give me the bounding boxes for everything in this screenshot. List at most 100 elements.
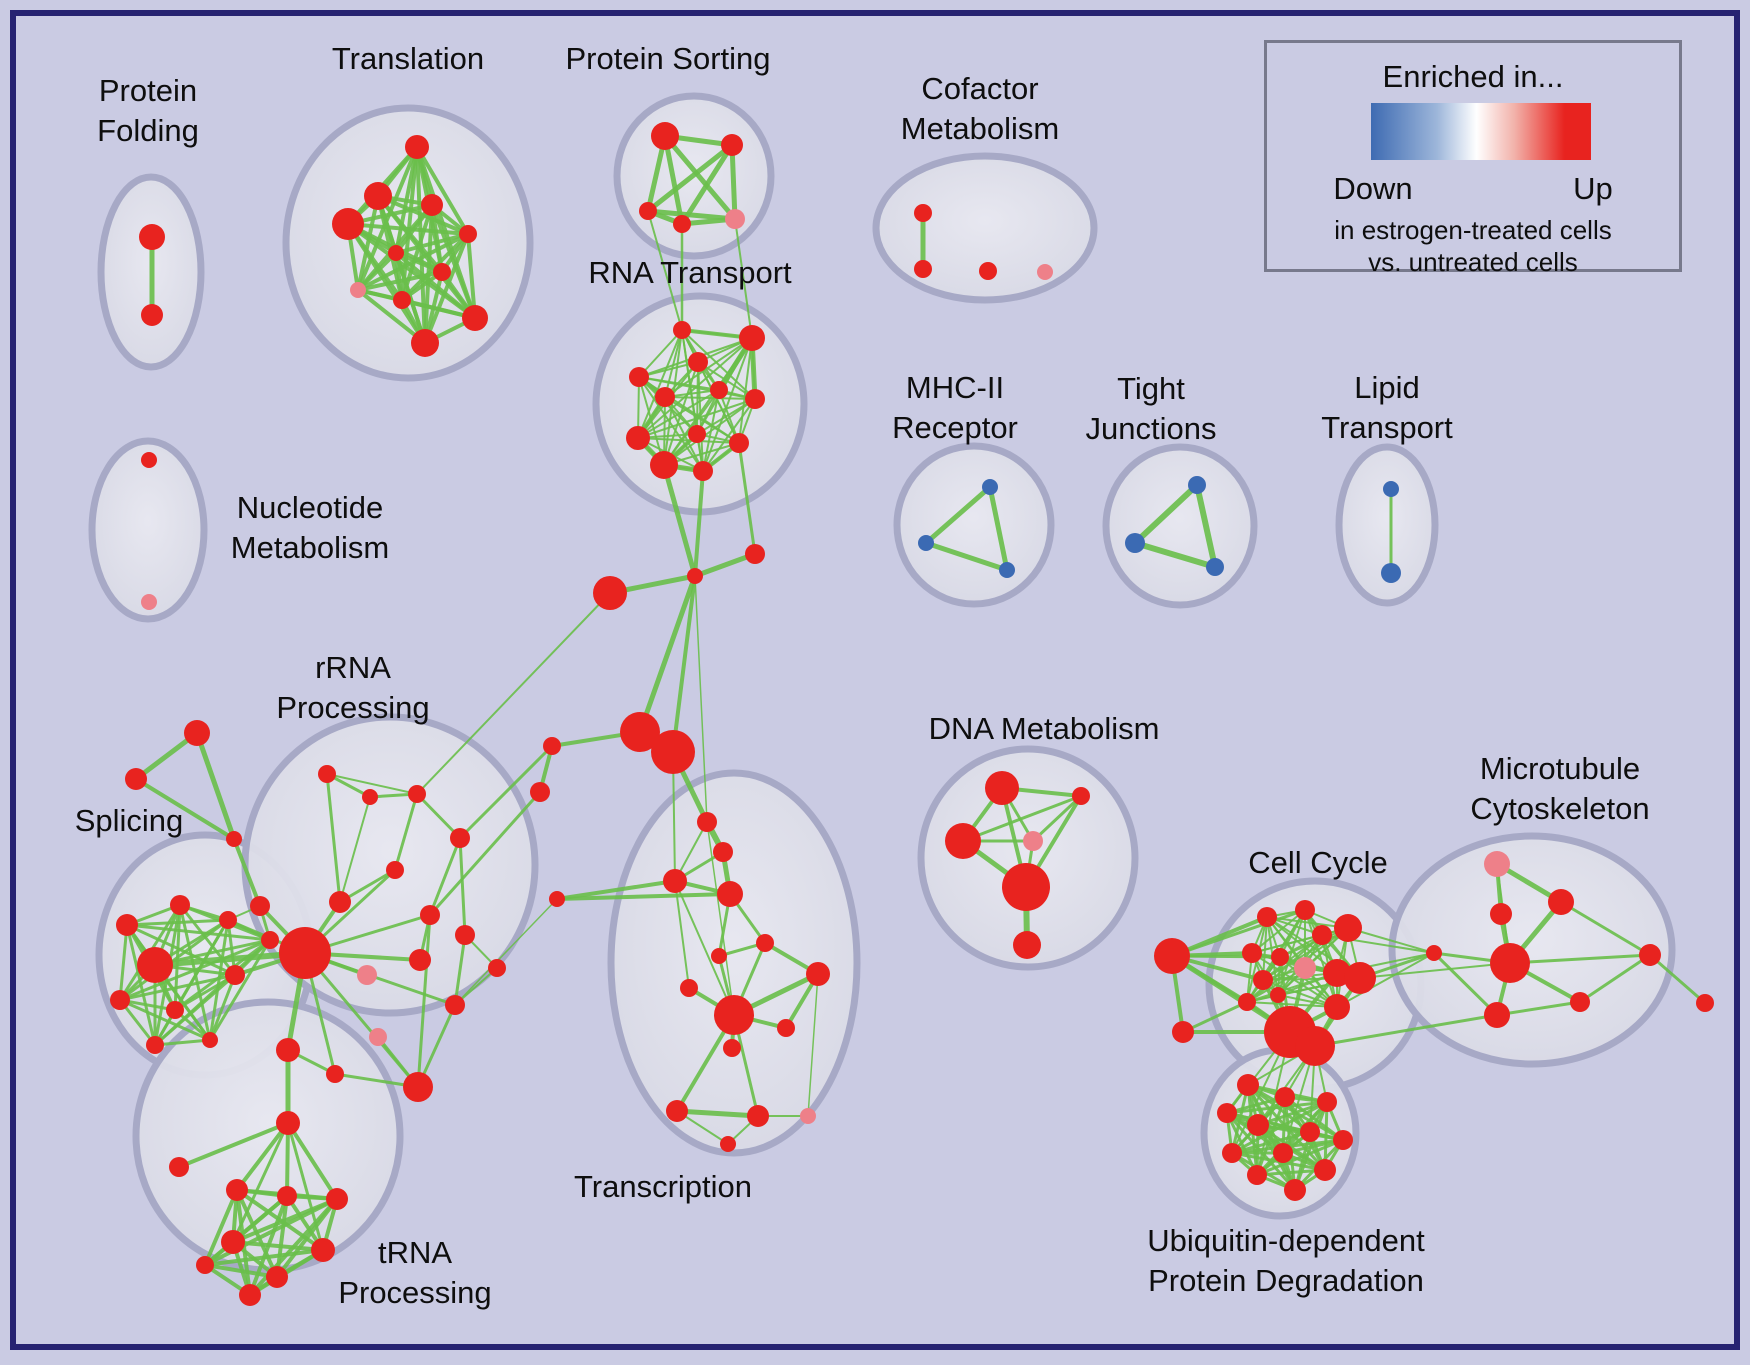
node-pf1[interactable] [139,224,165,250]
node-x2[interactable] [745,544,765,564]
node-ps3[interactable] [639,202,657,220]
node-r5[interactable] [655,387,675,407]
node-rr1[interactable] [318,765,336,783]
node-tchub[interactable] [714,995,754,1035]
node-rr5[interactable] [250,896,270,916]
node-r7[interactable] [745,389,765,409]
node-t5[interactable] [459,225,477,243]
node-pf2[interactable] [141,304,163,326]
node-tn5[interactable] [311,1238,335,1262]
node-rr17[interactable] [488,959,506,977]
node-c3[interactable] [979,262,997,280]
node-tj2[interactable] [1125,533,1145,553]
node-ps5[interactable] [725,209,745,229]
node-ub5[interactable] [1247,1114,1269,1136]
node-r4[interactable] [629,367,649,387]
node-lo1[interactable] [549,891,565,907]
node-c4[interactable] [1037,264,1053,280]
node-r2[interactable] [739,325,765,351]
node-tn0[interactable] [169,1157,189,1177]
node-la2[interactable] [530,782,550,802]
node-s6[interactable] [166,1001,184,1019]
node-d4[interactable] [1023,831,1043,851]
node-s9[interactable] [202,1032,218,1048]
node-tc8[interactable] [680,979,698,997]
node-l2[interactable] [1381,563,1401,583]
node-cc11[interactable] [1270,987,1286,1003]
node-ub3[interactable] [1317,1092,1337,1112]
node-tc4[interactable] [717,881,743,907]
node-rr16[interactable] [445,995,465,1015]
node-h1[interactable] [620,712,660,752]
node-x3[interactable] [593,576,627,610]
node-mt9[interactable] [1696,994,1714,1012]
node-t10[interactable] [462,305,488,331]
node-cc2[interactable] [1295,900,1315,920]
node-mt7[interactable] [1570,992,1590,1012]
node-ub10[interactable] [1314,1159,1336,1181]
node-cc10[interactable] [1344,962,1376,994]
node-r8[interactable] [626,426,650,450]
node-t6[interactable] [388,245,404,261]
node-d5[interactable] [1002,863,1050,911]
node-d3[interactable] [945,823,981,859]
node-cc6[interactable] [1271,948,1289,966]
node-c1[interactable] [914,204,932,222]
node-r1[interactable] [673,321,691,339]
node-ub11[interactable] [1247,1165,1267,1185]
node-m2[interactable] [918,535,934,551]
node-tc3[interactable] [663,869,687,893]
node-s7[interactable] [225,965,245,985]
node-ub7[interactable] [1333,1130,1353,1150]
node-r10[interactable] [729,433,749,453]
node-tri1[interactable] [184,720,210,746]
node-t1[interactable] [405,135,429,159]
node-t4[interactable] [332,208,364,240]
node-ub2[interactable] [1275,1087,1295,1107]
node-tn6[interactable] [266,1266,288,1288]
node-ps1[interactable] [651,122,679,150]
node-mt3[interactable] [1490,903,1512,925]
node-s8[interactable] [261,931,279,949]
node-s2[interactable] [116,914,138,936]
node-rr11[interactable] [455,925,475,945]
node-tj1[interactable] [1188,476,1206,494]
node-mt4[interactable] [1490,943,1530,983]
node-rr14[interactable] [369,1028,387,1046]
node-s4[interactable] [219,911,237,929]
node-s10[interactable] [146,1036,164,1054]
node-rr9[interactable] [357,965,377,985]
node-rr7[interactable] [386,861,404,879]
node-d6[interactable] [1013,931,1041,959]
node-mt8[interactable] [1639,944,1661,966]
node-tn3[interactable] [326,1188,348,1210]
node-tc6[interactable] [711,948,727,964]
node-tri2[interactable] [125,768,147,790]
node-rr10[interactable] [409,949,431,971]
node-rr15[interactable] [403,1072,433,1102]
node-rrhub[interactable] [279,927,331,979]
node-r11[interactable] [650,451,678,479]
node-tc1[interactable] [697,812,717,832]
node-m1[interactable] [982,479,998,495]
node-tn7[interactable] [196,1256,214,1274]
node-cc13[interactable] [1324,994,1350,1020]
node-t9[interactable] [393,291,411,309]
node-s5[interactable] [110,990,130,1010]
node-cco[interactable] [1154,938,1190,974]
node-mt1[interactable] [1484,851,1510,877]
node-tc7[interactable] [806,962,830,986]
node-n2[interactable] [141,594,157,610]
node-cc3[interactable] [1334,914,1362,942]
node-rr12[interactable] [276,1038,300,1062]
node-cc12[interactable] [1238,993,1256,1011]
node-tri3[interactable] [226,831,242,847]
node-tj3[interactable] [1206,558,1224,576]
node-rr6[interactable] [329,891,351,913]
node-m3[interactable] [999,562,1015,578]
node-mt6[interactable] [1484,1002,1510,1028]
node-r12[interactable] [693,461,713,481]
node-cc5[interactable] [1242,943,1262,963]
node-cc9[interactable] [1253,970,1273,990]
node-rr2[interactable] [362,789,378,805]
